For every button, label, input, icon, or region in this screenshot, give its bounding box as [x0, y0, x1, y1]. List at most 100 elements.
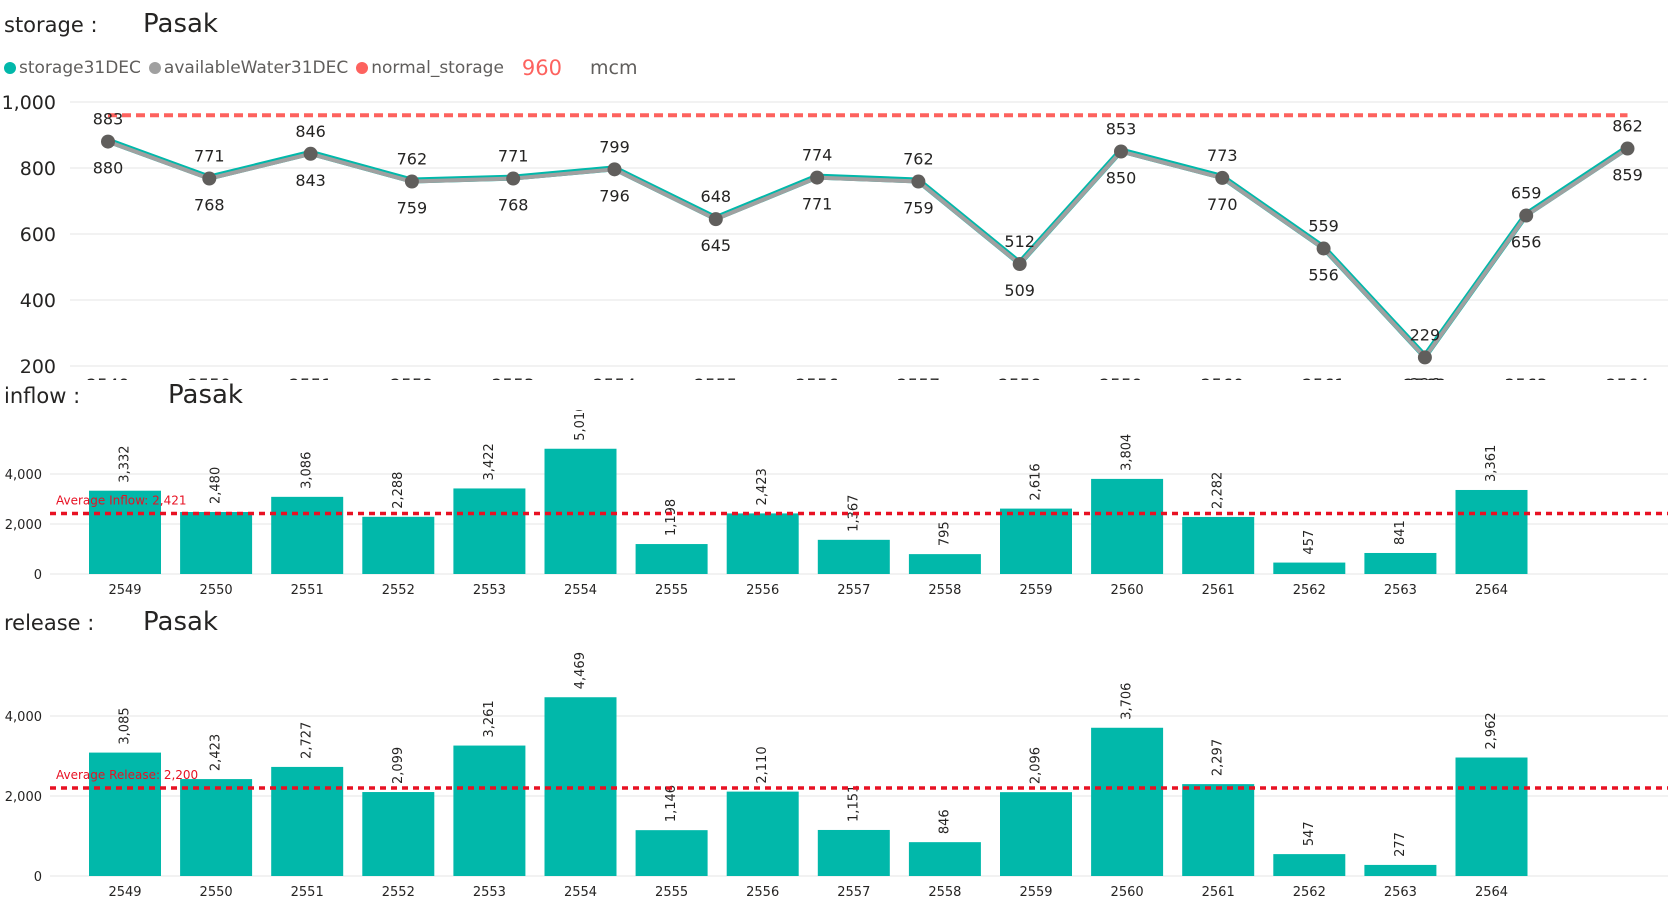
data-point-available-water	[404, 174, 419, 189]
data-label-bar: 2,423	[755, 468, 770, 505]
data-label-bar: 3,804	[1120, 434, 1135, 471]
data-label-bar: 547	[1302, 821, 1317, 846]
y-tick-label: 200	[20, 356, 56, 378]
data-label-bar: 3,422	[482, 443, 497, 480]
x-tick-label: 2558	[928, 583, 961, 598]
data-label-available-water: 759	[903, 199, 934, 218]
data-label-bar: 2,288	[391, 472, 406, 509]
x-tick-label: 2555	[694, 376, 737, 380]
x-tick-label: 2549	[108, 885, 141, 900]
data-label-bar: 2,616	[1029, 463, 1044, 500]
data-label-bar: 457	[1302, 530, 1317, 555]
data-label-available-water: 645	[701, 236, 732, 255]
data-label-storage: 846	[295, 122, 326, 141]
legend-marker-storage	[4, 62, 16, 74]
data-point-available-water	[202, 171, 217, 186]
data-label-bar: 2,096	[1029, 747, 1044, 784]
bar	[1273, 854, 1346, 876]
x-tick-label: 2561	[1202, 583, 1235, 598]
bar	[726, 513, 799, 574]
data-label-bar: 2,297	[1211, 739, 1226, 776]
data-label-bar: 3,085	[118, 707, 133, 744]
x-tick-label: 2553	[473, 583, 506, 598]
legend-label-available-water: availableWater31DEC	[163, 58, 349, 78]
data-label-bar: 3,361	[1484, 445, 1499, 482]
data-label-bar: 841	[1393, 520, 1408, 545]
data-label-available-water: 796	[599, 186, 630, 205]
legend-item-available-water[interactable]: availableWater31DEC	[148, 58, 349, 78]
inflow-panel-name: Pasak	[168, 380, 243, 410]
data-point-available-water	[1316, 241, 1331, 256]
release-panel-name: Pasak	[143, 607, 218, 637]
data-label-bar: 1,151	[846, 785, 861, 822]
x-tick-label: 2564	[1606, 376, 1649, 380]
data-label-bar: 5,010	[573, 410, 588, 441]
x-tick-label: 2554	[564, 885, 597, 900]
x-tick-label: 2557	[897, 376, 940, 380]
data-point-available-water	[911, 174, 926, 189]
x-tick-label: 2555	[655, 885, 688, 900]
data-label-bar: 2,110	[755, 746, 770, 783]
y-tick-label: 1,000	[2, 92, 56, 114]
data-point-available-water	[1519, 208, 1534, 223]
data-point-available-water	[303, 146, 318, 161]
data-label-available-water: 850	[1106, 169, 1137, 188]
data-label-bar: 3,261	[482, 700, 497, 737]
x-tick-label: 2562	[1403, 376, 1446, 380]
data-label-bar: 1,146	[664, 785, 679, 822]
data-label-bar: 846	[937, 809, 952, 834]
legend-marker-available-water	[148, 62, 161, 74]
x-tick-label: 2556	[746, 885, 779, 900]
data-point-available-water	[506, 171, 521, 186]
bar	[817, 829, 890, 876]
y-tick-label: 800	[20, 158, 56, 180]
x-tick-label: 2553	[492, 376, 535, 380]
x-tick-label: 2563	[1384, 885, 1417, 900]
data-label-storage: 771	[194, 147, 225, 166]
data-point-available-water	[607, 162, 622, 177]
data-label-bar: 2,480	[209, 467, 224, 504]
data-label-bar: 2,099	[391, 747, 406, 784]
x-tick-label: 2556	[795, 376, 838, 380]
x-tick-label: 2552	[390, 376, 433, 380]
bar	[362, 516, 435, 574]
y-tick-label: 400	[20, 290, 56, 312]
legend-item-normal-storage[interactable]: normal_storage	[356, 58, 504, 78]
legend-label-storage: storage31DEC	[19, 58, 141, 78]
data-label-available-water: 556	[1308, 266, 1339, 285]
x-tick-label: 2561	[1302, 376, 1345, 380]
bar	[635, 544, 708, 574]
data-label-storage: 512	[1004, 232, 1035, 251]
data-point-available-water	[1114, 144, 1128, 159]
data-label-bar: 3,332	[118, 445, 133, 482]
x-tick-label: 2549	[86, 376, 129, 380]
x-tick-label: 2564	[1475, 885, 1508, 900]
x-tick-label: 2559	[1099, 376, 1142, 380]
inflow-panel-label: inflow :	[4, 384, 81, 408]
x-tick-label: 2557	[837, 583, 870, 598]
data-label-storage: 648	[701, 187, 732, 206]
bar	[89, 752, 161, 876]
average-label: Average Inflow: 2,421	[56, 493, 187, 507]
data-label-storage: 559	[1308, 217, 1339, 236]
y-tick-label: 2,000	[5, 790, 42, 805]
data-label-available-water: 768	[498, 196, 529, 215]
bar	[544, 448, 617, 574]
legend-item-storage[interactable]: storage31DEC	[4, 58, 141, 78]
y-tick-label: 0	[34, 870, 42, 885]
y-tick-label: 600	[20, 224, 56, 246]
x-tick-label: 2550	[200, 885, 233, 900]
data-label-storage: 762	[903, 150, 934, 169]
data-label-bar: 3,086	[300, 452, 315, 489]
bar	[1364, 864, 1437, 876]
data-label-available-water: 509	[1004, 281, 1035, 300]
bar	[1273, 562, 1346, 574]
x-tick-label: 2563	[1505, 376, 1548, 380]
x-tick-label: 2551	[291, 583, 324, 598]
data-point-available-water	[1215, 170, 1230, 185]
x-tick-label: 2561	[1202, 885, 1235, 900]
data-label-bar: 2,423	[209, 734, 224, 771]
bar	[453, 745, 526, 876]
data-point-available-water	[1620, 141, 1635, 156]
data-label-available-water: 771	[802, 195, 833, 214]
